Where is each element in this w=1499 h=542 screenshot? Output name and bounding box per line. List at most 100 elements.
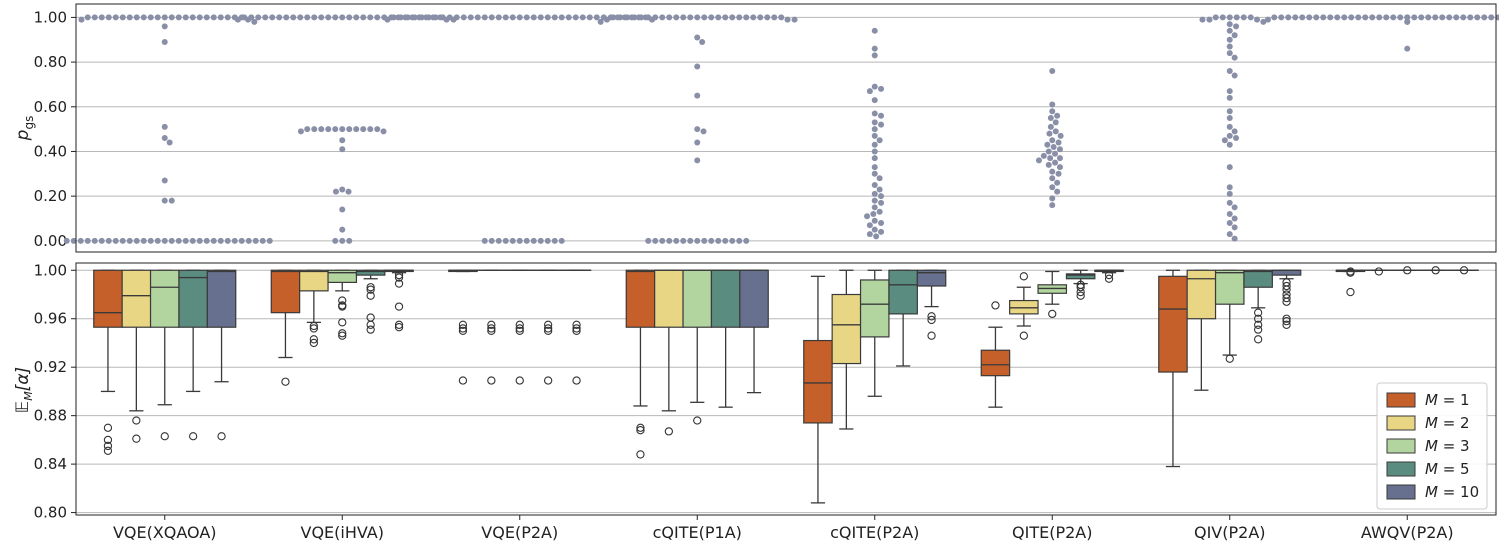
swarm-point bbox=[453, 14, 460, 21]
boxplot-y-tick-label: 0.88 bbox=[34, 407, 67, 425]
swarm-point bbox=[353, 14, 360, 21]
swarm-point bbox=[105, 237, 112, 244]
boxplot-y-axis-label: 𝔼M[α] bbox=[13, 367, 35, 413]
box-outlier bbox=[366, 291, 375, 300]
box-outlier bbox=[515, 324, 524, 333]
box-outlier bbox=[309, 321, 318, 331]
swarm-point bbox=[729, 14, 736, 21]
swarm-point bbox=[1054, 179, 1061, 186]
box-AWQV(P2A)-M=3 bbox=[1392, 266, 1423, 275]
swarm-point bbox=[871, 226, 878, 233]
swarm-point bbox=[63, 237, 70, 244]
box-body bbox=[1214, 269, 1245, 305]
swarm-point bbox=[1044, 141, 1051, 148]
boxplot-y-ticks: 0.80 0.84 0.88 0.92 0.96 1.00 bbox=[34, 261, 76, 522]
swarm-point bbox=[1327, 14, 1334, 21]
swarm-point bbox=[231, 237, 238, 244]
swarm-point bbox=[1049, 195, 1056, 202]
x-category-label: VQE(P2A) bbox=[481, 523, 558, 542]
box-outlier bbox=[132, 416, 141, 425]
box-body bbox=[270, 269, 301, 314]
swarm-point bbox=[1404, 45, 1411, 52]
box-outlier bbox=[366, 320, 375, 329]
swarm-point bbox=[1348, 14, 1355, 21]
swarm-point bbox=[91, 237, 98, 244]
swarm-point bbox=[1052, 119, 1059, 126]
swarm-point bbox=[1226, 14, 1233, 21]
swarm-point bbox=[509, 14, 516, 21]
box-outlier bbox=[1282, 320, 1291, 329]
swarm-point bbox=[78, 16, 85, 23]
swarm-point bbox=[694, 92, 701, 99]
box-outlier bbox=[1254, 320, 1263, 329]
box-body bbox=[916, 269, 947, 287]
swarm-point bbox=[1050, 143, 1057, 150]
box-VQE(iHVA)-M=2 bbox=[299, 269, 329, 348]
box-QIV(P2A)-M=3 bbox=[1214, 269, 1245, 363]
swarm-point bbox=[133, 237, 140, 244]
legend-label: M = 1 bbox=[1425, 391, 1470, 409]
swarm-point bbox=[210, 14, 217, 21]
box-outlier bbox=[394, 320, 404, 329]
box-outlier bbox=[366, 285, 375, 294]
swarm-point bbox=[659, 14, 666, 21]
swarm-point bbox=[1226, 231, 1233, 238]
box-VQE(P2A)-M=10 bbox=[561, 269, 592, 385]
swarm-point bbox=[1047, 114, 1054, 121]
swarm-point bbox=[1212, 14, 1219, 21]
box-cQITE(P1A)-M=2 bbox=[654, 269, 684, 436]
swarm-point bbox=[1226, 219, 1233, 226]
swarm-point bbox=[1055, 170, 1062, 177]
swarm-point bbox=[1226, 114, 1233, 121]
box-outlier bbox=[309, 335, 318, 344]
swarm-point bbox=[311, 14, 318, 21]
box-outlier bbox=[572, 326, 581, 335]
swarm-point bbox=[502, 14, 509, 21]
swarm-point bbox=[241, 14, 248, 21]
swarm-point bbox=[558, 237, 565, 244]
swarm-y-tick-label: 0.20 bbox=[34, 187, 67, 205]
swarm-y-tick-label: 0.80 bbox=[34, 53, 67, 71]
swarm-point bbox=[404, 14, 411, 21]
box-AWQV(P2A)-M=5 bbox=[1420, 266, 1451, 275]
swarm-point bbox=[1390, 14, 1397, 21]
box-body bbox=[625, 269, 656, 328]
legend-swatch bbox=[1386, 461, 1416, 477]
box-QITE(P2A)-M=2 bbox=[1009, 272, 1039, 340]
swarm-point bbox=[579, 14, 586, 21]
swarm-point bbox=[304, 14, 311, 21]
swarm-point bbox=[425, 14, 432, 21]
legend-swatch bbox=[1386, 484, 1416, 500]
box-outlier bbox=[1104, 270, 1114, 280]
swarm-point bbox=[154, 14, 161, 21]
box-cQITE(P2A)-M=3 bbox=[859, 269, 890, 397]
swarm-point bbox=[1056, 164, 1063, 171]
swarm-point bbox=[311, 126, 318, 133]
swarm-point bbox=[203, 14, 210, 21]
box-outlier bbox=[1282, 281, 1291, 291]
swarm-point bbox=[234, 16, 241, 23]
swarm-point bbox=[700, 128, 707, 135]
box-outlier bbox=[338, 331, 347, 340]
swarm-point bbox=[537, 14, 544, 21]
swarm-point bbox=[871, 190, 878, 197]
swarm-point bbox=[1233, 23, 1240, 30]
swarm-point bbox=[708, 14, 715, 21]
swarm-point bbox=[871, 181, 878, 188]
swarm-point bbox=[339, 137, 346, 144]
swarm-point bbox=[617, 14, 624, 21]
box-outlier bbox=[458, 376, 468, 385]
box-outlier bbox=[1459, 266, 1469, 275]
swarm-point bbox=[673, 237, 680, 244]
box-body bbox=[149, 269, 180, 328]
swarm-point bbox=[757, 14, 764, 21]
swarm-point bbox=[876, 137, 883, 144]
swarm-y-tick-label: 0.00 bbox=[34, 232, 67, 250]
box-outlier bbox=[366, 313, 375, 322]
box-body bbox=[178, 269, 208, 328]
swarm-point bbox=[217, 14, 224, 21]
swarm-point bbox=[467, 14, 474, 21]
swarm-point bbox=[1226, 21, 1233, 28]
swarm-point bbox=[743, 237, 750, 244]
swarm-point bbox=[722, 14, 729, 21]
